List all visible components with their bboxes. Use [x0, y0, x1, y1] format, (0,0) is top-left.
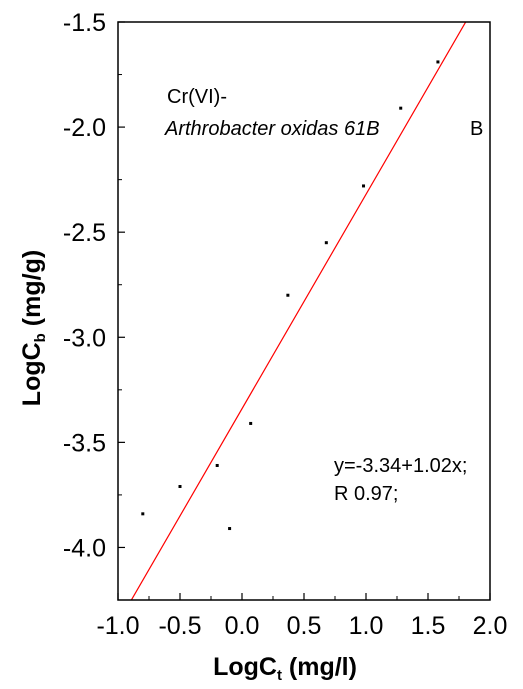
data-points: [141, 60, 440, 531]
data-point: [141, 512, 145, 516]
data-point: [228, 527, 232, 531]
y-tick-label: -4.0: [63, 534, 106, 562]
r-value-label: R 0.97;: [334, 483, 398, 505]
axis-ticks: -1.0 -0.5 0.0 0.5 1.0 1.5 2.0 -1.5 -2.0 -2.5 -3.0 -…: [63, 9, 507, 640]
y-tick-label: -2.0: [63, 114, 106, 142]
panel-label: B: [470, 118, 483, 140]
data-point: [324, 241, 328, 245]
data-point: [436, 60, 440, 64]
data-point: [215, 463, 219, 467]
x-tick-label: 1.5: [411, 612, 446, 640]
species-label-line1: Cr(VI)-: [167, 86, 227, 108]
y-tick-label: -1.5: [63, 9, 106, 37]
x-tick-label: -0.5: [158, 612, 201, 640]
fit-equation-label: y=-3.34+1.02x;: [334, 455, 467, 477]
x-tick-label: 1.0: [349, 612, 384, 640]
y-tick-label: -2.5: [63, 219, 106, 247]
data-point: [362, 184, 366, 188]
data-point: [178, 485, 182, 489]
plot-frame: [117, 21, 491, 601]
species-label-line2: Arthrobacter oxidas 61B: [164, 118, 380, 140]
x-tick-label: -1.0: [96, 612, 139, 640]
x-tick-label: 2.0: [473, 612, 508, 640]
x-tick-label: 0.0: [225, 612, 260, 640]
plot-area: [130, 22, 467, 600]
data-point: [249, 421, 253, 425]
x-axis-title: LogCt (mg/l): [213, 653, 357, 684]
fit-line: [130, 22, 467, 600]
x-tick-label: 0.5: [287, 612, 322, 640]
data-point: [399, 106, 403, 110]
y-tick-label: -3.0: [63, 324, 106, 352]
y-tick-label: -3.5: [63, 429, 106, 457]
data-point: [286, 293, 290, 297]
y-axis-title: LogCb (mg/g): [18, 250, 49, 406]
